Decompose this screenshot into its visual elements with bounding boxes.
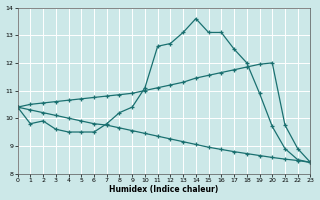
X-axis label: Humidex (Indice chaleur): Humidex (Indice chaleur) xyxy=(109,185,219,194)
